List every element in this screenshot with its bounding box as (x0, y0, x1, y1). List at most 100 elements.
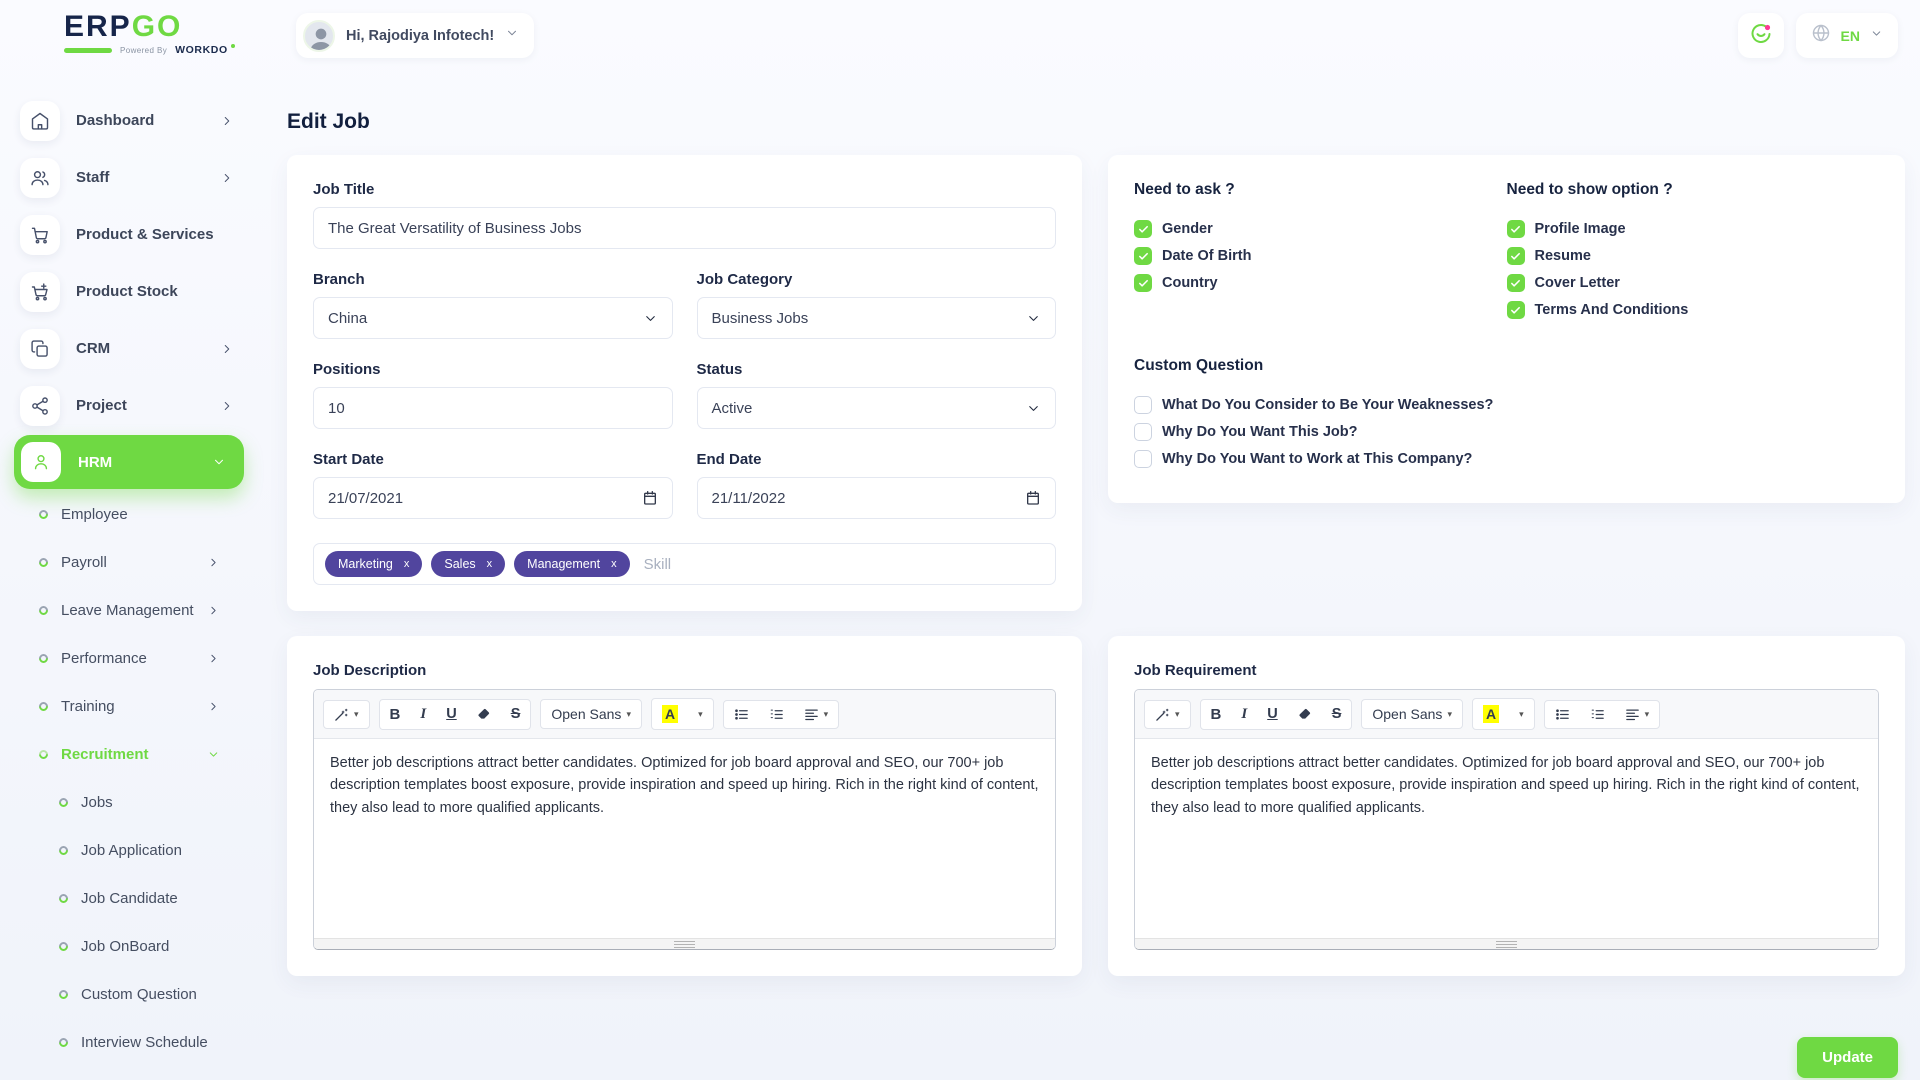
user-menu-button[interactable]: Hi, Rajodiya Infotech! (296, 13, 535, 58)
start-date-input[interactable]: 21/07/2021 (313, 477, 673, 519)
sidebar-item-custom-question[interactable]: Custom Question (0, 970, 256, 1018)
style-magic-button[interactable]: ▾ (1145, 701, 1190, 728)
eraser-button[interactable] (467, 700, 501, 729)
form-row-editors: Job Description ▾ B I U (287, 636, 1905, 976)
bold-button[interactable]: B (1201, 700, 1232, 729)
editor-toolbar: ▾ B I U S (1135, 690, 1878, 739)
style-magic-button[interactable]: ▾ (324, 701, 369, 728)
status-select[interactable]: Active (696, 387, 1056, 429)
messenger-button[interactable] (1737, 13, 1784, 58)
job-title-label: Job Title (313, 181, 375, 198)
font-family-button[interactable]: Open Sans ▾ (1362, 700, 1462, 728)
sidebar-item-training[interactable]: Training (0, 682, 256, 730)
paragraph-align-button[interactable]: ▾ (794, 701, 839, 728)
unordered-list-button[interactable] (1545, 701, 1580, 728)
strikethrough-button[interactable]: S (501, 700, 531, 729)
job-title-input[interactable] (313, 207, 1056, 249)
remove-tag-button[interactable]: x (611, 558, 617, 570)
sidebar-item-job-onboard[interactable]: Job OnBoard (0, 922, 256, 970)
weaknesses-question-checkbox[interactable] (1134, 396, 1152, 414)
terms-checkbox[interactable] (1506, 301, 1525, 319)
font-family-button[interactable]: Open Sans ▾ (541, 700, 641, 728)
date-of-birth-checkbox[interactable] (1134, 247, 1152, 265)
update-button[interactable]: Update (1797, 1037, 1898, 1078)
main-content: Edit Job Job Title Branch China Job Cate (287, 96, 1905, 976)
sidebar-item-product-stock[interactable]: Product Stock (0, 263, 256, 320)
bold-button[interactable]: B (380, 700, 411, 729)
sidebar-item-project[interactable]: Project (0, 377, 256, 434)
start-date-value: 21/07/2021 (328, 489, 404, 507)
font-color-caret-button[interactable]: ▾ (688, 699, 713, 729)
sidebar: Dashboard Staff Product & Services Produ… (0, 92, 256, 1066)
why-this-company-question-checkbox[interactable] (1134, 450, 1152, 468)
country-checkbox[interactable] (1134, 274, 1152, 292)
gender-checkbox[interactable] (1134, 220, 1152, 238)
grip-icon (1496, 940, 1517, 948)
sidebar-item-label: Training (61, 697, 115, 715)
sidebar-item-job-candidate[interactable]: Job Candidate (0, 874, 256, 922)
sidebar-item-employee[interactable]: Employee (0, 490, 256, 538)
check-icon (1511, 252, 1520, 260)
sidebar-item-job-application[interactable]: Job Application (0, 826, 256, 874)
language-label: EN (1840, 27, 1860, 44)
eraser-button[interactable] (1288, 700, 1322, 729)
italic-button[interactable]: I (410, 700, 436, 729)
positions-label: Positions (313, 361, 381, 378)
positions-input[interactable] (313, 387, 673, 429)
sidebar-item-performance[interactable]: Performance (0, 634, 256, 682)
cover-letter-checkbox[interactable] (1506, 274, 1525, 292)
check-icon (1138, 279, 1148, 287)
skill-tag: Sales x (431, 551, 506, 577)
sidebar-item-recruitment[interactable]: Recruitment (0, 730, 256, 778)
sidebar-item-label: Job Application (81, 841, 182, 859)
sidebar-item-leave-management[interactable]: Leave Management (0, 586, 256, 634)
sidebar-item-label: Custom Question (81, 985, 197, 1003)
job-description-card: Job Description ▾ B I U (287, 636, 1082, 976)
sidebar-item-label: Job OnBoard (81, 937, 170, 955)
editor-resize-handle[interactable] (314, 938, 1055, 949)
font-color-button[interactable]: A (1473, 699, 1509, 729)
paragraph-align-button[interactable]: ▾ (1615, 701, 1660, 728)
job-requirement-content[interactable]: Better job descriptions attract better c… (1151, 755, 1860, 816)
remove-tag-button[interactable]: x (403, 558, 410, 570)
ordered-list-button[interactable] (1580, 701, 1615, 728)
underline-button[interactable]: U (436, 700, 466, 729)
profile-image-checkbox[interactable] (1506, 220, 1525, 238)
sidebar-item-product-services[interactable]: Product & Services (0, 206, 256, 263)
sidebar-item-hrm[interactable]: HRM (14, 435, 244, 489)
sidebar-item-jobs[interactable]: Jobs (0, 778, 256, 826)
editor-resize-handle[interactable] (1135, 938, 1878, 949)
underline-button[interactable]: U (1257, 700, 1287, 729)
resume-checkbox[interactable] (1506, 247, 1525, 265)
job-description-content[interactable]: Better job descriptions attract better c… (330, 755, 1039, 816)
font-color-caret-button[interactable]: ▾ (1509, 699, 1534, 729)
sidebar-item-crm[interactable]: CRM (0, 320, 256, 377)
bullet-icon (57, 891, 70, 905)
status-value: Active (711, 399, 753, 417)
language-selector[interactable]: EN (1795, 13, 1898, 58)
job-category-select[interactable]: Business Jobs (696, 297, 1056, 339)
sidebar-item-staff[interactable]: Staff (0, 149, 256, 206)
powered-by-label: Powered By (120, 45, 168, 55)
chevron-right-icon (220, 114, 234, 128)
font-color-button[interactable]: A (652, 699, 688, 729)
skill-tags-input[interactable]: Marketing x Sales x Management x Skill (313, 543, 1056, 585)
chevron-right-icon (207, 604, 220, 617)
branch-select[interactable]: China (313, 297, 673, 339)
checkbox-label: What Do You Consider to Be Your Weakness… (1162, 397, 1494, 413)
sidebar-item-interview-schedule[interactable]: Interview Schedule (0, 1018, 256, 1066)
sidebar-item-label: Project (76, 397, 127, 414)
bullet-icon (37, 507, 50, 521)
sidebar-item-payroll[interactable]: Payroll (0, 538, 256, 586)
app-logo[interactable]: ERPGO Powered By WORKDO (64, 11, 235, 56)
italic-button[interactable]: I (1231, 700, 1257, 729)
remove-tag-button[interactable]: x (486, 558, 493, 570)
checkbox-row: Why Do You Want to Work at This Company? (1134, 450, 1879, 468)
ordered-list-button[interactable] (759, 701, 794, 728)
sidebar-item-dashboard[interactable]: Dashboard (0, 92, 256, 149)
why-this-job-question-checkbox[interactable] (1134, 423, 1152, 441)
unordered-list-button[interactable] (724, 701, 759, 728)
strikethrough-button[interactable]: S (1322, 700, 1352, 729)
end-date-input[interactable]: 21/11/2022 (696, 477, 1056, 519)
workdo-dot (230, 44, 235, 48)
